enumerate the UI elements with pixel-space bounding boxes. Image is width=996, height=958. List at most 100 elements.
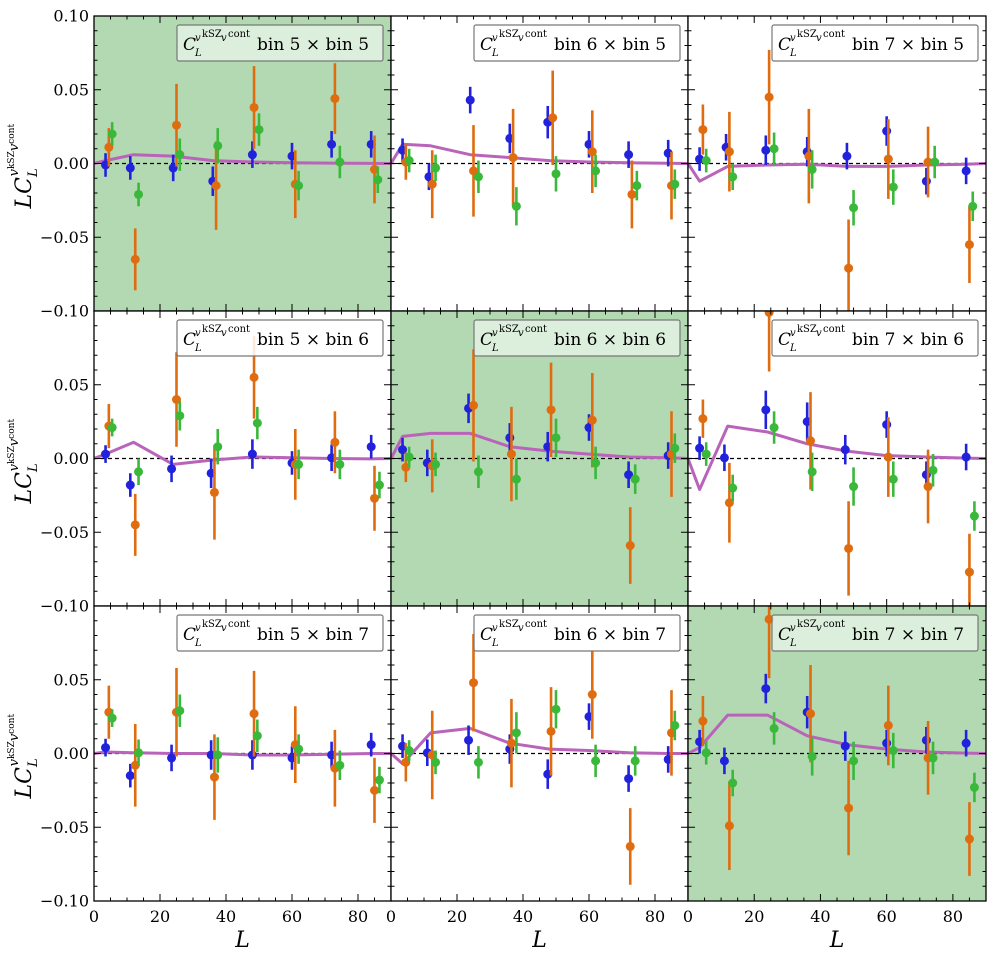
x-axis-title: L xyxy=(829,928,845,953)
legend-symbol: C xyxy=(183,625,196,645)
data-point-green xyxy=(701,449,711,459)
panel-label: bin 7 × bin 7 xyxy=(852,625,964,645)
data-point-green xyxy=(213,141,223,151)
data-point-orange xyxy=(427,179,437,189)
data-point-orange xyxy=(209,772,219,782)
data-point-blue xyxy=(761,684,771,694)
data-point-green xyxy=(335,459,345,469)
data-point-green xyxy=(551,704,561,714)
legend-frame xyxy=(176,24,384,62)
legend-v: v xyxy=(221,623,227,634)
legend-superscript: kSZ xyxy=(797,324,817,335)
data-point-orange xyxy=(506,449,516,459)
data-point-green xyxy=(728,483,738,493)
data-point-blue xyxy=(247,750,257,760)
y-axis-title: LCLvkSZvcont xyxy=(7,714,41,800)
data-point-orange xyxy=(508,153,518,163)
data-point-blue xyxy=(624,774,634,784)
panel-label: bin 7 × bin 5 xyxy=(852,35,964,55)
legend-subscript: L xyxy=(491,48,499,59)
x-axis-title: L xyxy=(234,928,250,953)
data-point-green xyxy=(107,713,117,723)
data-point-green xyxy=(374,775,384,785)
data-point-green xyxy=(511,728,521,738)
data-point-green xyxy=(294,459,304,469)
data-point-orange xyxy=(330,437,340,447)
model-curve xyxy=(391,726,688,766)
legend-frame xyxy=(176,614,384,652)
legend-subscript: L xyxy=(789,343,797,354)
legend-subscript: L xyxy=(491,638,499,649)
data-point-green xyxy=(769,144,779,154)
legend-frame xyxy=(176,319,384,357)
y-axis-title: LCLvkSZvcont xyxy=(7,124,41,210)
panel-label: bin 6 × bin 5 xyxy=(554,35,666,55)
legend-symbol: C xyxy=(778,625,791,645)
legend-superscript: kSZ xyxy=(202,619,222,630)
data-point-green xyxy=(134,189,144,199)
data-point-blue xyxy=(125,771,135,781)
data-point-blue xyxy=(101,743,111,753)
x-tick-label: 20 xyxy=(447,907,467,926)
y-tick-label: 0.05 xyxy=(53,375,89,394)
data-point-orange xyxy=(806,436,816,446)
data-point-orange xyxy=(883,154,893,164)
data-point-orange xyxy=(130,520,140,530)
data-point-green xyxy=(404,452,414,462)
data-point-green xyxy=(404,156,414,166)
legend-superscript: cont xyxy=(823,324,845,335)
legend-v: v xyxy=(221,33,227,44)
legend-v: v xyxy=(790,623,796,634)
data-point-green xyxy=(373,175,383,185)
data-point-green xyxy=(630,756,640,766)
legend-v: v xyxy=(221,328,227,339)
model-curve xyxy=(688,424,986,491)
data-point-blue xyxy=(125,480,135,490)
legend-symbol: C xyxy=(480,35,493,55)
legend-symbol: C xyxy=(480,330,493,350)
data-point-green xyxy=(473,467,483,477)
data-point-green xyxy=(431,459,441,469)
legend-superscript: cont xyxy=(823,619,845,630)
x-tick-label: 60 xyxy=(876,907,896,926)
legend-superscript: cont xyxy=(228,324,250,335)
data-point-green xyxy=(134,748,144,758)
data-point-orange xyxy=(209,487,219,497)
data-point-orange xyxy=(764,92,774,102)
data-point-green xyxy=(670,179,680,189)
data-point-orange xyxy=(883,452,893,462)
data-point-blue xyxy=(695,443,705,453)
legend-v: v xyxy=(492,33,498,44)
model-curve xyxy=(94,153,391,165)
legend-superscript: cont xyxy=(525,619,547,630)
data-point-green xyxy=(473,172,483,182)
data-point-green xyxy=(670,443,680,453)
data-point-orange xyxy=(469,400,478,410)
y-tick-label: −0.10 xyxy=(40,597,89,616)
data-point-green xyxy=(807,751,817,761)
legend-frame xyxy=(771,319,979,357)
y-tick-label: 0.00 xyxy=(53,154,89,173)
legend-v: v xyxy=(195,623,201,634)
x-tick-label: 20 xyxy=(744,907,764,926)
data-point-green xyxy=(374,480,384,490)
legend-subscript: L xyxy=(789,48,797,59)
data-point-green xyxy=(473,757,483,767)
data-point-green xyxy=(888,474,898,484)
data-point-orange xyxy=(546,726,556,736)
x-tick-label: 0 xyxy=(89,907,99,926)
legend-superscript: cont xyxy=(525,324,547,335)
data-point-green xyxy=(701,748,711,758)
data-point-orange xyxy=(844,263,854,273)
data-point-green xyxy=(551,169,561,179)
data-point-orange xyxy=(625,841,635,851)
data-point-orange xyxy=(330,94,340,104)
data-point-orange xyxy=(211,181,221,191)
legend-symbol: C xyxy=(778,330,791,350)
data-point-blue xyxy=(125,163,135,173)
data-point-blue xyxy=(719,756,729,766)
data-point-green xyxy=(928,753,938,763)
